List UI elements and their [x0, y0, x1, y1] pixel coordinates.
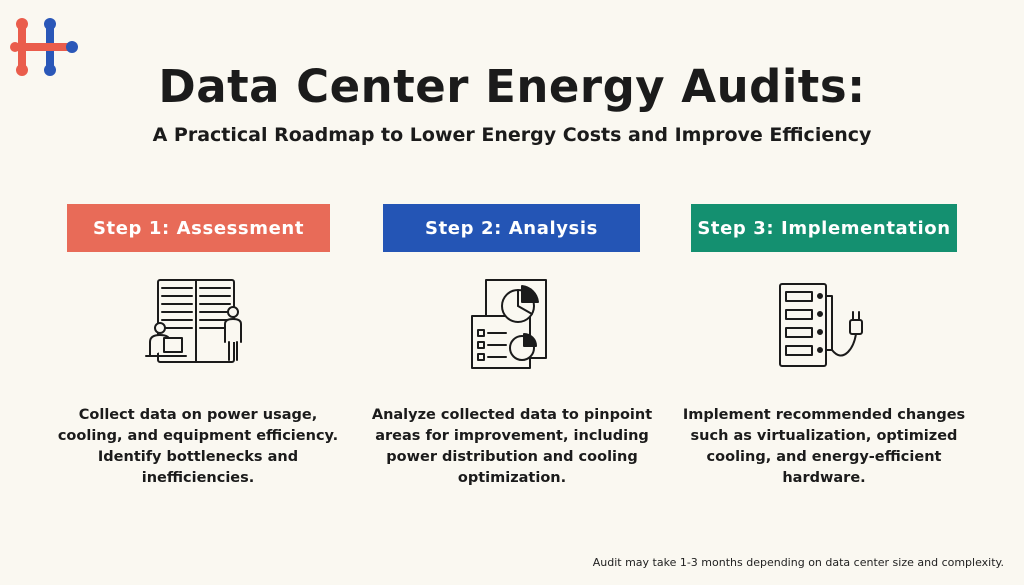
step-1-label: Step 1: Assessment	[92, 217, 305, 239]
page-subtitle: A Practical Roadmap to Lower Energy Cost…	[152, 124, 872, 146]
step-3-label: Step 3: Implementation	[697, 217, 951, 239]
step-2-label: Step 2: Analysis	[425, 217, 598, 239]
step-3-header: Step 3: Implementation	[691, 204, 957, 252]
server-power-plug-icon	[779, 283, 863, 367]
page-title: Data Center Energy Audits:	[158, 60, 866, 113]
step-2-description: Analyze collected data to pinpoint areas…	[371, 407, 653, 487]
footnote: Audit may take 1-3 months depending on d…	[592, 556, 1004, 569]
server-rack-with-people-icon	[145, 279, 242, 363]
step-1-description: Collect data on power usage, cooling, an…	[57, 407, 339, 487]
report-pie-charts-icon	[471, 279, 547, 369]
step-3-description: Implement recommended changes such as vi…	[682, 407, 966, 487]
step-1-header: Step 1: Assessment	[67, 204, 330, 252]
step-2-header: Step 2: Analysis	[383, 204, 640, 252]
hi-logo-icon	[10, 18, 78, 76]
